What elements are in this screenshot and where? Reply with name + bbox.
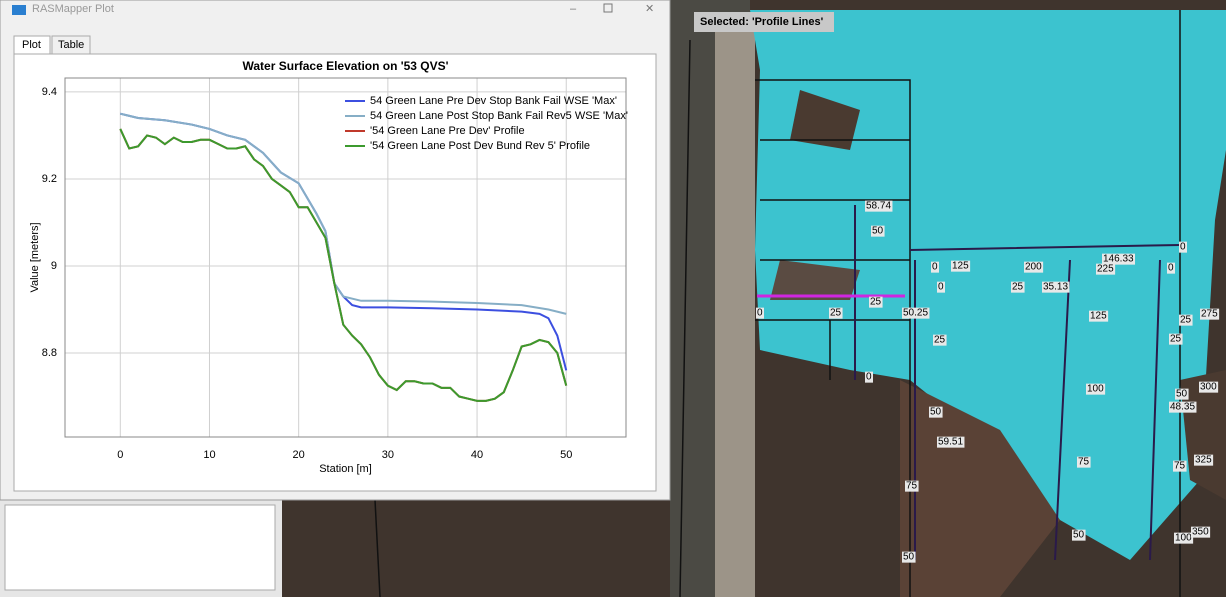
map-label: 100: [1087, 384, 1104, 395]
x-tick-label: 50: [560, 449, 572, 461]
map-label: 75: [906, 481, 918, 492]
legend-label: '54 Green Lane Post Dev Bund Rev 5' Prof…: [370, 140, 590, 152]
x-axis-label: Station [m]: [319, 463, 372, 475]
x-tick-label: 30: [382, 449, 394, 461]
map-label: 0: [932, 262, 938, 273]
legend-label: 54 Green Lane Post Stop Bank Fail Rev5 W…: [370, 110, 628, 122]
y-tick-label: 9: [51, 260, 57, 272]
minimize-button[interactable]: –: [570, 3, 577, 15]
x-tick-label: 0: [117, 449, 123, 461]
map-label: 50: [1176, 389, 1188, 400]
window-icon: [12, 5, 26, 15]
side-panel-box: [5, 505, 275, 590]
map-label: 0: [1168, 263, 1174, 274]
map-label: 100: [1175, 533, 1192, 544]
map-label: 59.51: [938, 437, 963, 448]
map-label: 75: [1078, 457, 1090, 468]
selection-text: Selected: 'Profile Lines': [700, 16, 824, 28]
map-label: 35.13: [1043, 282, 1068, 293]
tab-label[interactable]: Plot: [22, 39, 41, 51]
window-title: RASMapper Plot: [32, 3, 114, 15]
x-tick-label: 20: [293, 449, 305, 461]
close-button[interactable]: ✕: [645, 3, 654, 15]
map-label: 25: [830, 308, 842, 319]
y-tick-label: 8.8: [42, 347, 57, 359]
map-label: 225: [1097, 264, 1114, 275]
map-label: 350: [1192, 527, 1209, 538]
map-label: 58.74: [866, 201, 891, 212]
map-label: 0: [1180, 242, 1186, 253]
map-label: 25: [1170, 334, 1182, 345]
x-tick-label: 40: [471, 449, 483, 461]
map-label: 50: [930, 407, 942, 418]
map-label: 0: [938, 282, 944, 293]
map-label: 0: [866, 372, 872, 383]
chart-title: Water Surface Elevation on '53 QVS': [243, 59, 449, 73]
map-label: 325: [1195, 455, 1212, 466]
map-label: 50: [903, 552, 915, 563]
map-label: 50: [1073, 530, 1085, 541]
map-label: 48.35: [1170, 402, 1195, 413]
map-label: 50.25: [903, 308, 928, 319]
legend-label: 54 Green Lane Pre Dev Stop Bank Fail WSE…: [370, 95, 617, 107]
map-label: 25: [934, 335, 946, 346]
y-tick-label: 9.2: [42, 173, 57, 185]
map-label: 50: [872, 226, 884, 237]
map-label: 125: [1090, 311, 1107, 322]
map-label: 25: [1180, 315, 1192, 326]
x-tick-label: 10: [203, 449, 215, 461]
map-label: 125: [952, 261, 969, 272]
map-label: 275: [1201, 309, 1218, 320]
screen: Selected: 'Profile Lines' 58.74 50 25 0 25 50…: [0, 0, 1226, 597]
page: Selected: 'Profile Lines' 58.74 50 25 0 25 50…: [0, 0, 1226, 597]
y-axis-label: Value [meters]: [29, 222, 41, 292]
map-label: 200: [1025, 262, 1042, 273]
map-label: 25: [870, 297, 882, 308]
tab-label[interactable]: Table: [58, 39, 84, 51]
map-label: 75: [1174, 461, 1186, 472]
map-label: 300: [1200, 382, 1217, 393]
map-label: 0: [757, 308, 763, 319]
map-road: [715, 30, 755, 597]
y-tick-label: 9.4: [42, 86, 57, 98]
legend-label: '54 Green Lane Pre Dev' Profile: [370, 125, 525, 137]
map-label: 25: [1012, 282, 1024, 293]
